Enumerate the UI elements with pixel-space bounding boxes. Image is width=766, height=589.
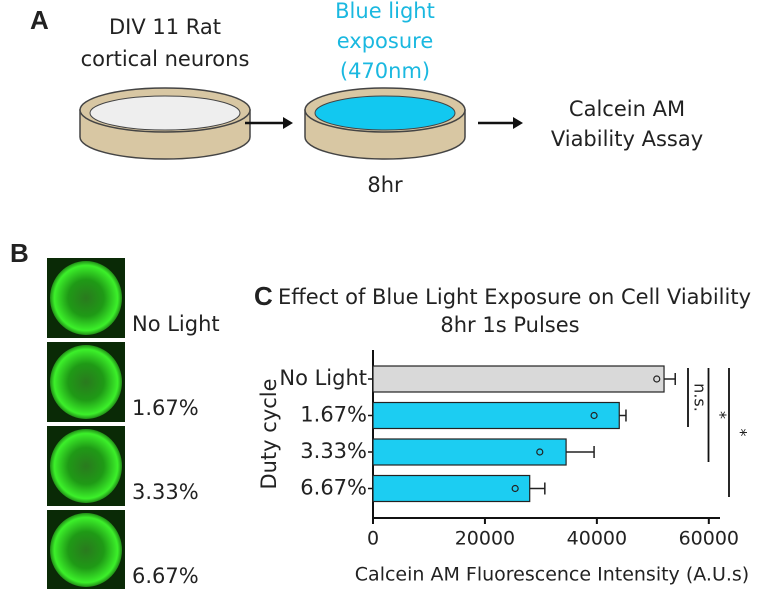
error-bar bbox=[619, 409, 627, 422]
image-label: 3.33% bbox=[132, 480, 199, 504]
bar bbox=[372, 401, 620, 430]
significance-label: * bbox=[711, 411, 730, 419]
image-label: 1.67% bbox=[132, 396, 199, 420]
x-tick-label: 40000 bbox=[567, 528, 627, 550]
x-tick-label: 60000 bbox=[679, 528, 739, 550]
fluorescence-well bbox=[50, 261, 122, 335]
fluorescence-well bbox=[50, 429, 122, 503]
y-axis-label: Duty cycle bbox=[257, 378, 281, 489]
data-point bbox=[590, 411, 598, 420]
fluorescence-well bbox=[50, 345, 122, 419]
dish bbox=[304, 87, 466, 160]
y-tick-label: No Light bbox=[279, 366, 367, 390]
step-text: Viability Assay bbox=[551, 127, 703, 151]
data-point bbox=[653, 375, 661, 383]
data-point bbox=[511, 484, 519, 493]
y-tick-label: 6.67% bbox=[300, 476, 367, 500]
bar bbox=[372, 438, 567, 466]
chart-subtitle: 8hr 1s Pulses bbox=[440, 313, 579, 337]
step-text: cortical neurons bbox=[81, 47, 250, 71]
error-bar bbox=[529, 482, 546, 495]
arrow bbox=[245, 117, 293, 129]
step-text: Calcein AM bbox=[569, 97, 685, 121]
image-label: 6.67% bbox=[132, 564, 199, 588]
panel-label: B bbox=[10, 238, 29, 268]
dish bbox=[79, 87, 251, 160]
significance-label: * bbox=[732, 429, 751, 437]
y-tick-label: 1.67% bbox=[300, 403, 367, 427]
significance-label: n.s. bbox=[691, 383, 710, 412]
chart-title: Effect of Blue Light Exposure on Cell Vi… bbox=[278, 285, 751, 309]
step-text: Blue light bbox=[335, 0, 435, 23]
bar bbox=[372, 365, 665, 393]
data-point bbox=[536, 448, 544, 456]
y-tick-label: 3.33% bbox=[300, 439, 367, 463]
panel-label: A bbox=[30, 5, 49, 35]
step-text: (470nm) bbox=[340, 59, 430, 83]
x-axis-label: Calcein AM Fluorescence Intensity (A.U.s… bbox=[355, 564, 749, 586]
image-label: No Light bbox=[132, 312, 220, 336]
image-column: No Light 1.67% 3.33% 6.67% bbox=[47, 258, 220, 589]
arrow bbox=[478, 117, 523, 129]
bar bbox=[372, 474, 531, 503]
step-text: exposure bbox=[337, 29, 434, 53]
x-tick-label: 20000 bbox=[455, 528, 515, 550]
duration: 8hr bbox=[367, 173, 403, 197]
chart: C Effect of Blue Light Exposure on Cell V… bbox=[254, 281, 751, 586]
panel-label: C bbox=[254, 281, 273, 311]
x-tick-label: 0 bbox=[367, 528, 379, 550]
error-bar bbox=[664, 373, 676, 385]
step-text: DIV 11 Rat bbox=[109, 15, 221, 39]
fluorescence-well bbox=[50, 513, 122, 587]
error-bar bbox=[566, 446, 595, 458]
